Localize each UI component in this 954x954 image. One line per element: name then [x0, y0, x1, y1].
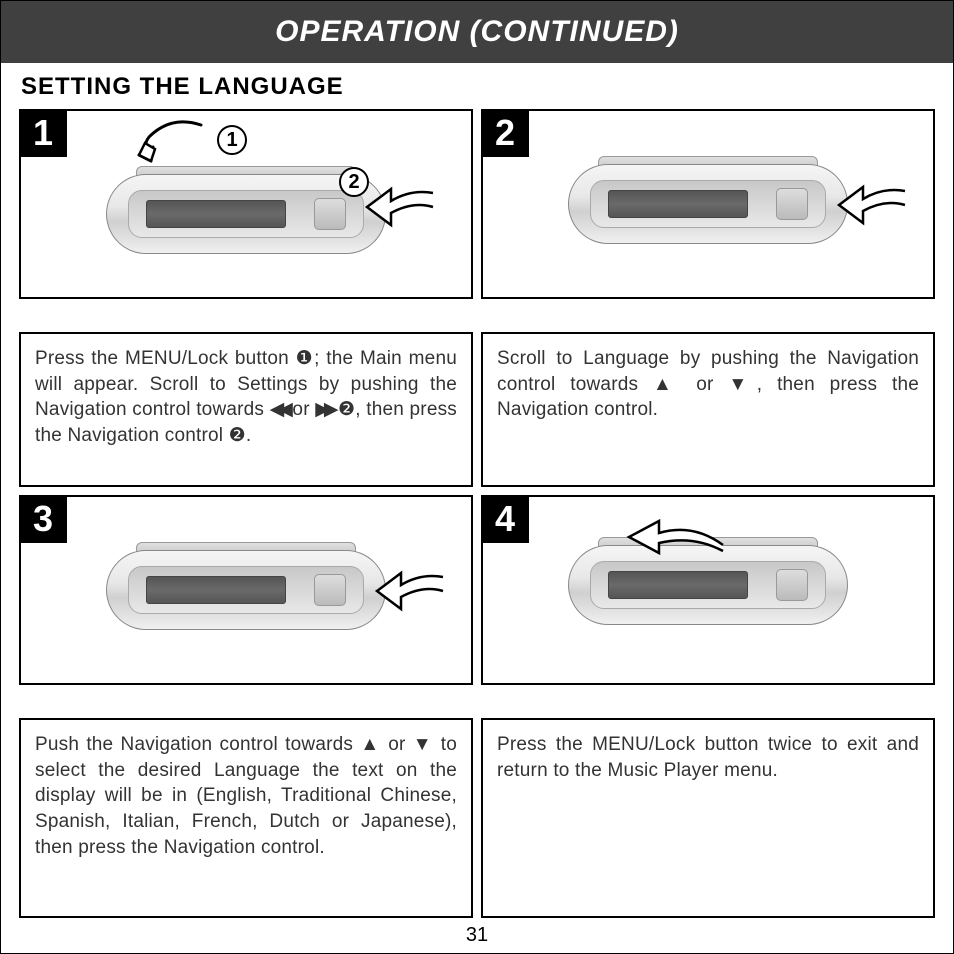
page-header: OPERATION (CONTINUED) [1, 1, 953, 63]
down-icon: ▼ [728, 374, 756, 395]
step-2-text: Scroll to Language by pushing the Naviga… [481, 332, 935, 487]
callout-1: 1 [217, 125, 247, 155]
steps-grid: 1 1 2 2 [1, 109, 953, 918]
step-1-text: Press the MENU/Lock button ❶; the Main m… [19, 332, 473, 487]
step-2-illustration: 2 [481, 109, 935, 299]
step-1-badge: 1 [19, 109, 67, 157]
device-drawing [568, 154, 848, 254]
text-fragment: or [287, 399, 315, 420]
step-1-illustration: 1 1 2 [19, 109, 473, 299]
device-drawing [106, 540, 386, 640]
header-title: OPERATION (CONTINUED) [275, 15, 679, 48]
step-4-badge: 4 [481, 495, 529, 543]
text-fragment: Push the Navigation control towards [35, 734, 360, 755]
step-4-illustration: 4 [481, 495, 935, 685]
up-icon: ▲ [653, 374, 681, 395]
step-3-illustration: 3 [19, 495, 473, 685]
manual-page: OPERATION (CONTINUED) SETTING THE LANGUA… [0, 0, 954, 954]
text-fragment: . [246, 425, 251, 446]
ref-icon: ❶ [296, 348, 314, 369]
text-fragment: or [381, 734, 413, 755]
arrow-right-icon [361, 183, 441, 233]
step-2-badge: 2 [481, 109, 529, 157]
page-number: 31 [1, 918, 953, 953]
text-fragment: Press the MENU/Lock button twice to exit… [497, 734, 919, 781]
arrow-left-icon [371, 567, 451, 617]
section-title: SETTING THE LANGUAGE [1, 63, 953, 109]
rewind-icon: ◀◀ [270, 399, 287, 420]
text-fragment: Press the MENU/Lock button [35, 348, 296, 369]
forward-icon: ▶▶ [315, 399, 332, 420]
arrow-left-icon [833, 181, 913, 231]
down-icon: ▼ [413, 734, 434, 755]
ref-icon: ❷ [229, 425, 246, 446]
arrow-top-icon [131, 117, 221, 177]
ref-icon: ❷ [338, 399, 355, 420]
step-3-text: Push the Navigation control towards ▲ or… [19, 718, 473, 918]
callout-2: 2 [339, 167, 369, 197]
up-icon: ▲ [360, 734, 381, 755]
step-3-badge: 3 [19, 495, 67, 543]
step-4-text: Press the MENU/Lock button twice to exit… [481, 718, 935, 918]
text-fragment: or [681, 374, 728, 395]
arrow-top-left-icon [623, 515, 733, 559]
